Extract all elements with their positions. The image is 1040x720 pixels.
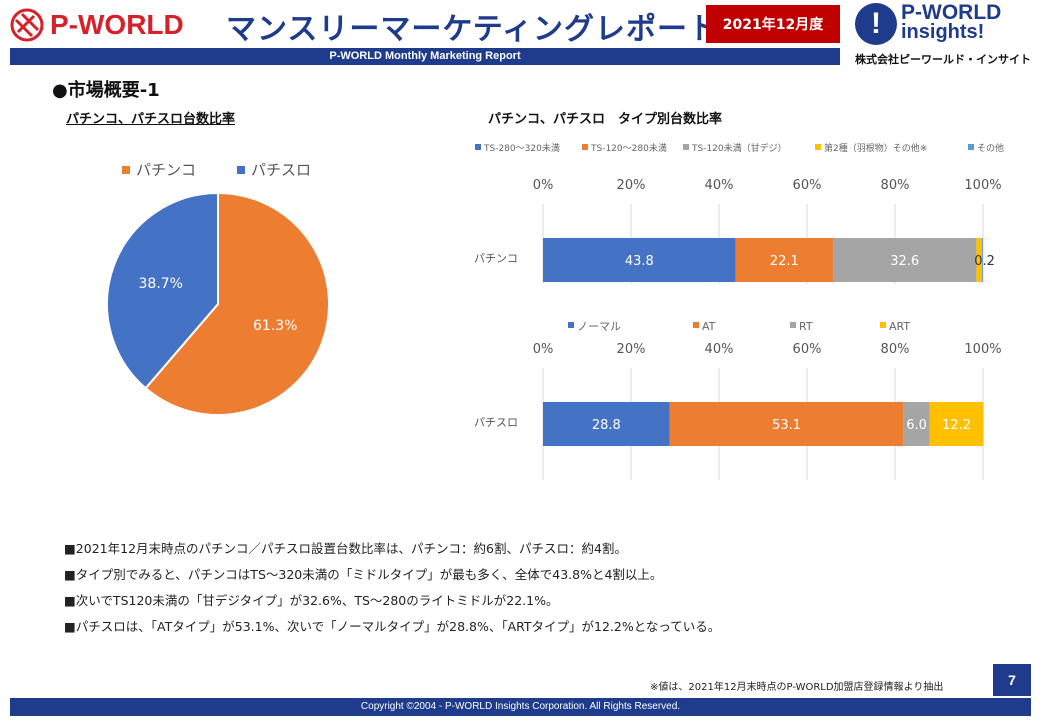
exclamation-icon: ! (855, 3, 897, 45)
axis-tick-label: 60% (793, 178, 822, 193)
axis-tick-label: 80% (881, 342, 910, 357)
copyright-footer: Copyright ©2004 - P-WORLD Insights Corpo… (10, 698, 1031, 716)
pie-data-label: 38.7% (139, 276, 183, 292)
period-badge: 2021年12月度 (706, 5, 840, 43)
bar-segment (976, 238, 983, 282)
legend-swatch (122, 166, 130, 174)
bar-segment (543, 238, 736, 282)
axis-tick-label: 40% (705, 342, 734, 357)
summary-item: ■タイプ別でみると、パチンコはTS～320未満の「ミドルタイプ」が最も多く、全体… (64, 567, 663, 582)
summary-item: ■2021年12月末時点のパチンコ／パチスロ設置台数比率は、パチンコ：約6割、パ… (64, 541, 627, 556)
pie-data-label: 61.3% (253, 318, 297, 334)
bar-segment (543, 402, 670, 446)
insights-brand-line2: insights! (901, 21, 985, 43)
bar-data-label: 0.2 (974, 254, 995, 269)
p-world-logo: P-WORLD (10, 6, 184, 44)
bar-segment (982, 238, 983, 282)
axis-tick-label: 0% (533, 342, 554, 357)
bar-data-label: 43.8 (625, 254, 654, 269)
insights-brand-line1: P-WORLD (901, 1, 1002, 24)
bar-chart-title: パチンコ、パチスロ タイプ別台数比率 (488, 112, 723, 127)
company-name: 株式会社ピーワールド・インサイト (855, 53, 1031, 66)
axis-tick-label: 40% (705, 178, 734, 193)
legend-swatch (968, 144, 974, 150)
pie-chart-title: パチンコ、パチスロ台数比率 (66, 112, 236, 127)
bar-data-label: 28.8 (592, 418, 621, 433)
legend-label: RT (799, 320, 813, 333)
legend-swatch (582, 144, 588, 150)
legend-label: 第2種（羽根物）その他※ (824, 142, 927, 154)
axis-tick-label: 100% (964, 178, 1001, 193)
legend-label: TS-120未満（甘デジ） (691, 142, 787, 154)
axis-tick-label: 100% (964, 342, 1001, 357)
category-label: パチスロ (474, 416, 518, 429)
legend-label: TS-120～280未満 (590, 142, 667, 154)
legend-label: AT (702, 320, 716, 333)
bar-data-label: 12.2 (942, 418, 971, 433)
bar-segment (929, 402, 984, 446)
legend-label: その他 (977, 142, 1004, 154)
pie-slice (144, 191, 330, 416)
legend-swatch (237, 166, 245, 174)
axis-tick-label: 20% (617, 178, 646, 193)
pie-chart: パチンコ パチスロ 61.3% 38.7% (106, 161, 330, 416)
legend-label: パチンコ (136, 161, 196, 179)
legend-label: ノーマル (577, 320, 621, 333)
bar-data-label: 53.1 (772, 418, 801, 433)
summary-list: ■2021年12月末時点のパチンコ／パチスロ設置台数比率は、パチンコ：約6割、パ… (64, 536, 964, 640)
legend-swatch (693, 322, 699, 328)
legend-swatch (880, 322, 886, 328)
axis-tick-label: 60% (793, 342, 822, 357)
legend-label: ART (889, 320, 910, 333)
legend-label: TS-280～320未満 (483, 142, 560, 154)
summary-item: ■パチスロは、「ATタイプ」が53.1%、次いで「ノーマルタイプ」が28.8%、… (64, 619, 721, 634)
bar-segment (903, 402, 930, 446)
legend-swatch (815, 144, 821, 150)
legend-swatch (683, 144, 689, 150)
legend-label: パチスロ (251, 161, 311, 179)
category-label: パチンコ (474, 252, 518, 265)
axis-tick-label: 20% (617, 342, 646, 357)
bar-segment (669, 402, 904, 446)
globe-logo-icon (10, 8, 44, 42)
bar-data-label: 22.1 (770, 254, 799, 269)
bar-data-label: 32.6 (890, 254, 919, 269)
stacked-bar-chart: TS-280～320未満 TS-120～280未満 TS-120未満（甘デジ） 第2種… (474, 142, 1004, 480)
pie-slice (106, 191, 219, 390)
footnote: ※値は、2021年12月末時点のP-WORLD加盟店登録情報より抽出 (650, 682, 944, 693)
brand-name: P-WORLD (50, 9, 184, 40)
bar-segment (735, 238, 833, 282)
insights-logo: ! P-WORLD insights! 株式会社ピーワールド・インサイト (853, 1, 1035, 67)
summary-item: ■次いでTS120未満の「甘デジタイプ」が32.6%、TS～280のライトミドル… (64, 593, 559, 608)
legend-swatch (568, 322, 574, 328)
report-title: マンスリーマーケティングレポート (226, 12, 719, 47)
page-number: 7 (993, 664, 1031, 696)
bar-data-label: 6.0 (906, 418, 927, 433)
section-title: ●市場概要-1 (52, 80, 160, 101)
legend-swatch (475, 144, 481, 150)
axis-tick-label: 0% (533, 178, 554, 193)
subtitle-bar: P-WORLD Monthly Marketing Report (10, 48, 840, 65)
axis-tick-label: 80% (881, 178, 910, 193)
legend-swatch (790, 322, 796, 328)
bar-segment (832, 238, 977, 282)
